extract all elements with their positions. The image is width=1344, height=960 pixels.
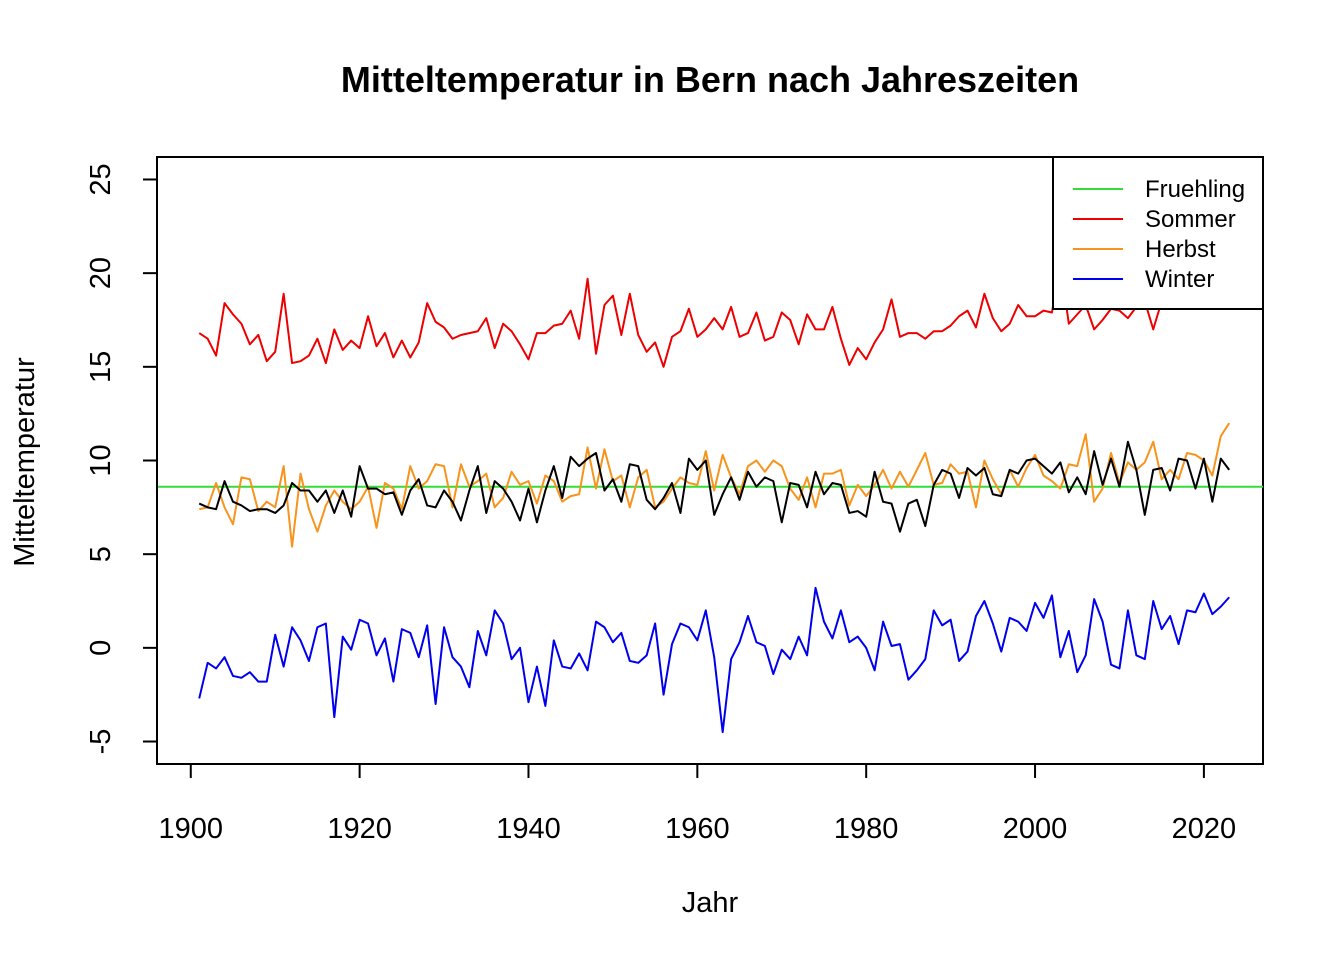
x-tick-label: 1960 xyxy=(665,813,730,845)
series-line-black xyxy=(198,440,1231,533)
x-tick-label: 1920 xyxy=(327,813,392,845)
x-tick-label: 2000 xyxy=(1003,813,1068,845)
y-tick-label: 25 xyxy=(85,163,117,195)
series-line-herbst xyxy=(198,422,1231,548)
y-tick-label: -5 xyxy=(85,729,117,755)
legend-box xyxy=(1052,156,1264,310)
y-tick-label: 5 xyxy=(85,546,117,562)
x-tick-label: 2020 xyxy=(1172,813,1237,845)
y-tick-label: 20 xyxy=(85,257,117,289)
x-tick-label: 1940 xyxy=(496,813,561,845)
axis-layer: 1900 1920 1940 1960 1980 2000 2020 -5 0 5 10 15 20 25 xyxy=(85,163,1236,845)
x-axis-title: Jahr xyxy=(682,887,739,919)
y-axis-title: Mitteltemperatur xyxy=(9,357,41,567)
legend-label: Winter xyxy=(1145,266,1214,293)
x-tick-label: 1900 xyxy=(159,813,224,845)
x-tick-label: 1980 xyxy=(834,813,899,845)
series-line-winter xyxy=(198,586,1230,734)
series-layer xyxy=(198,262,1231,734)
legend-label: Herbst xyxy=(1145,236,1216,263)
y-tick-label: 0 xyxy=(85,640,117,656)
legend: Fruehling Sommer Herbst Winter xyxy=(1052,156,1264,310)
chart-title: Mitteltemperatur in Bern nach Jahreszeit… xyxy=(341,59,1079,100)
y-tick-label: 15 xyxy=(85,351,117,383)
legend-label: Fruehling xyxy=(1145,176,1245,203)
legend-label: Sommer xyxy=(1145,206,1236,233)
legend-entries: Fruehling Sommer Herbst Winter xyxy=(1073,176,1245,293)
y-tick-label: 10 xyxy=(85,444,117,476)
